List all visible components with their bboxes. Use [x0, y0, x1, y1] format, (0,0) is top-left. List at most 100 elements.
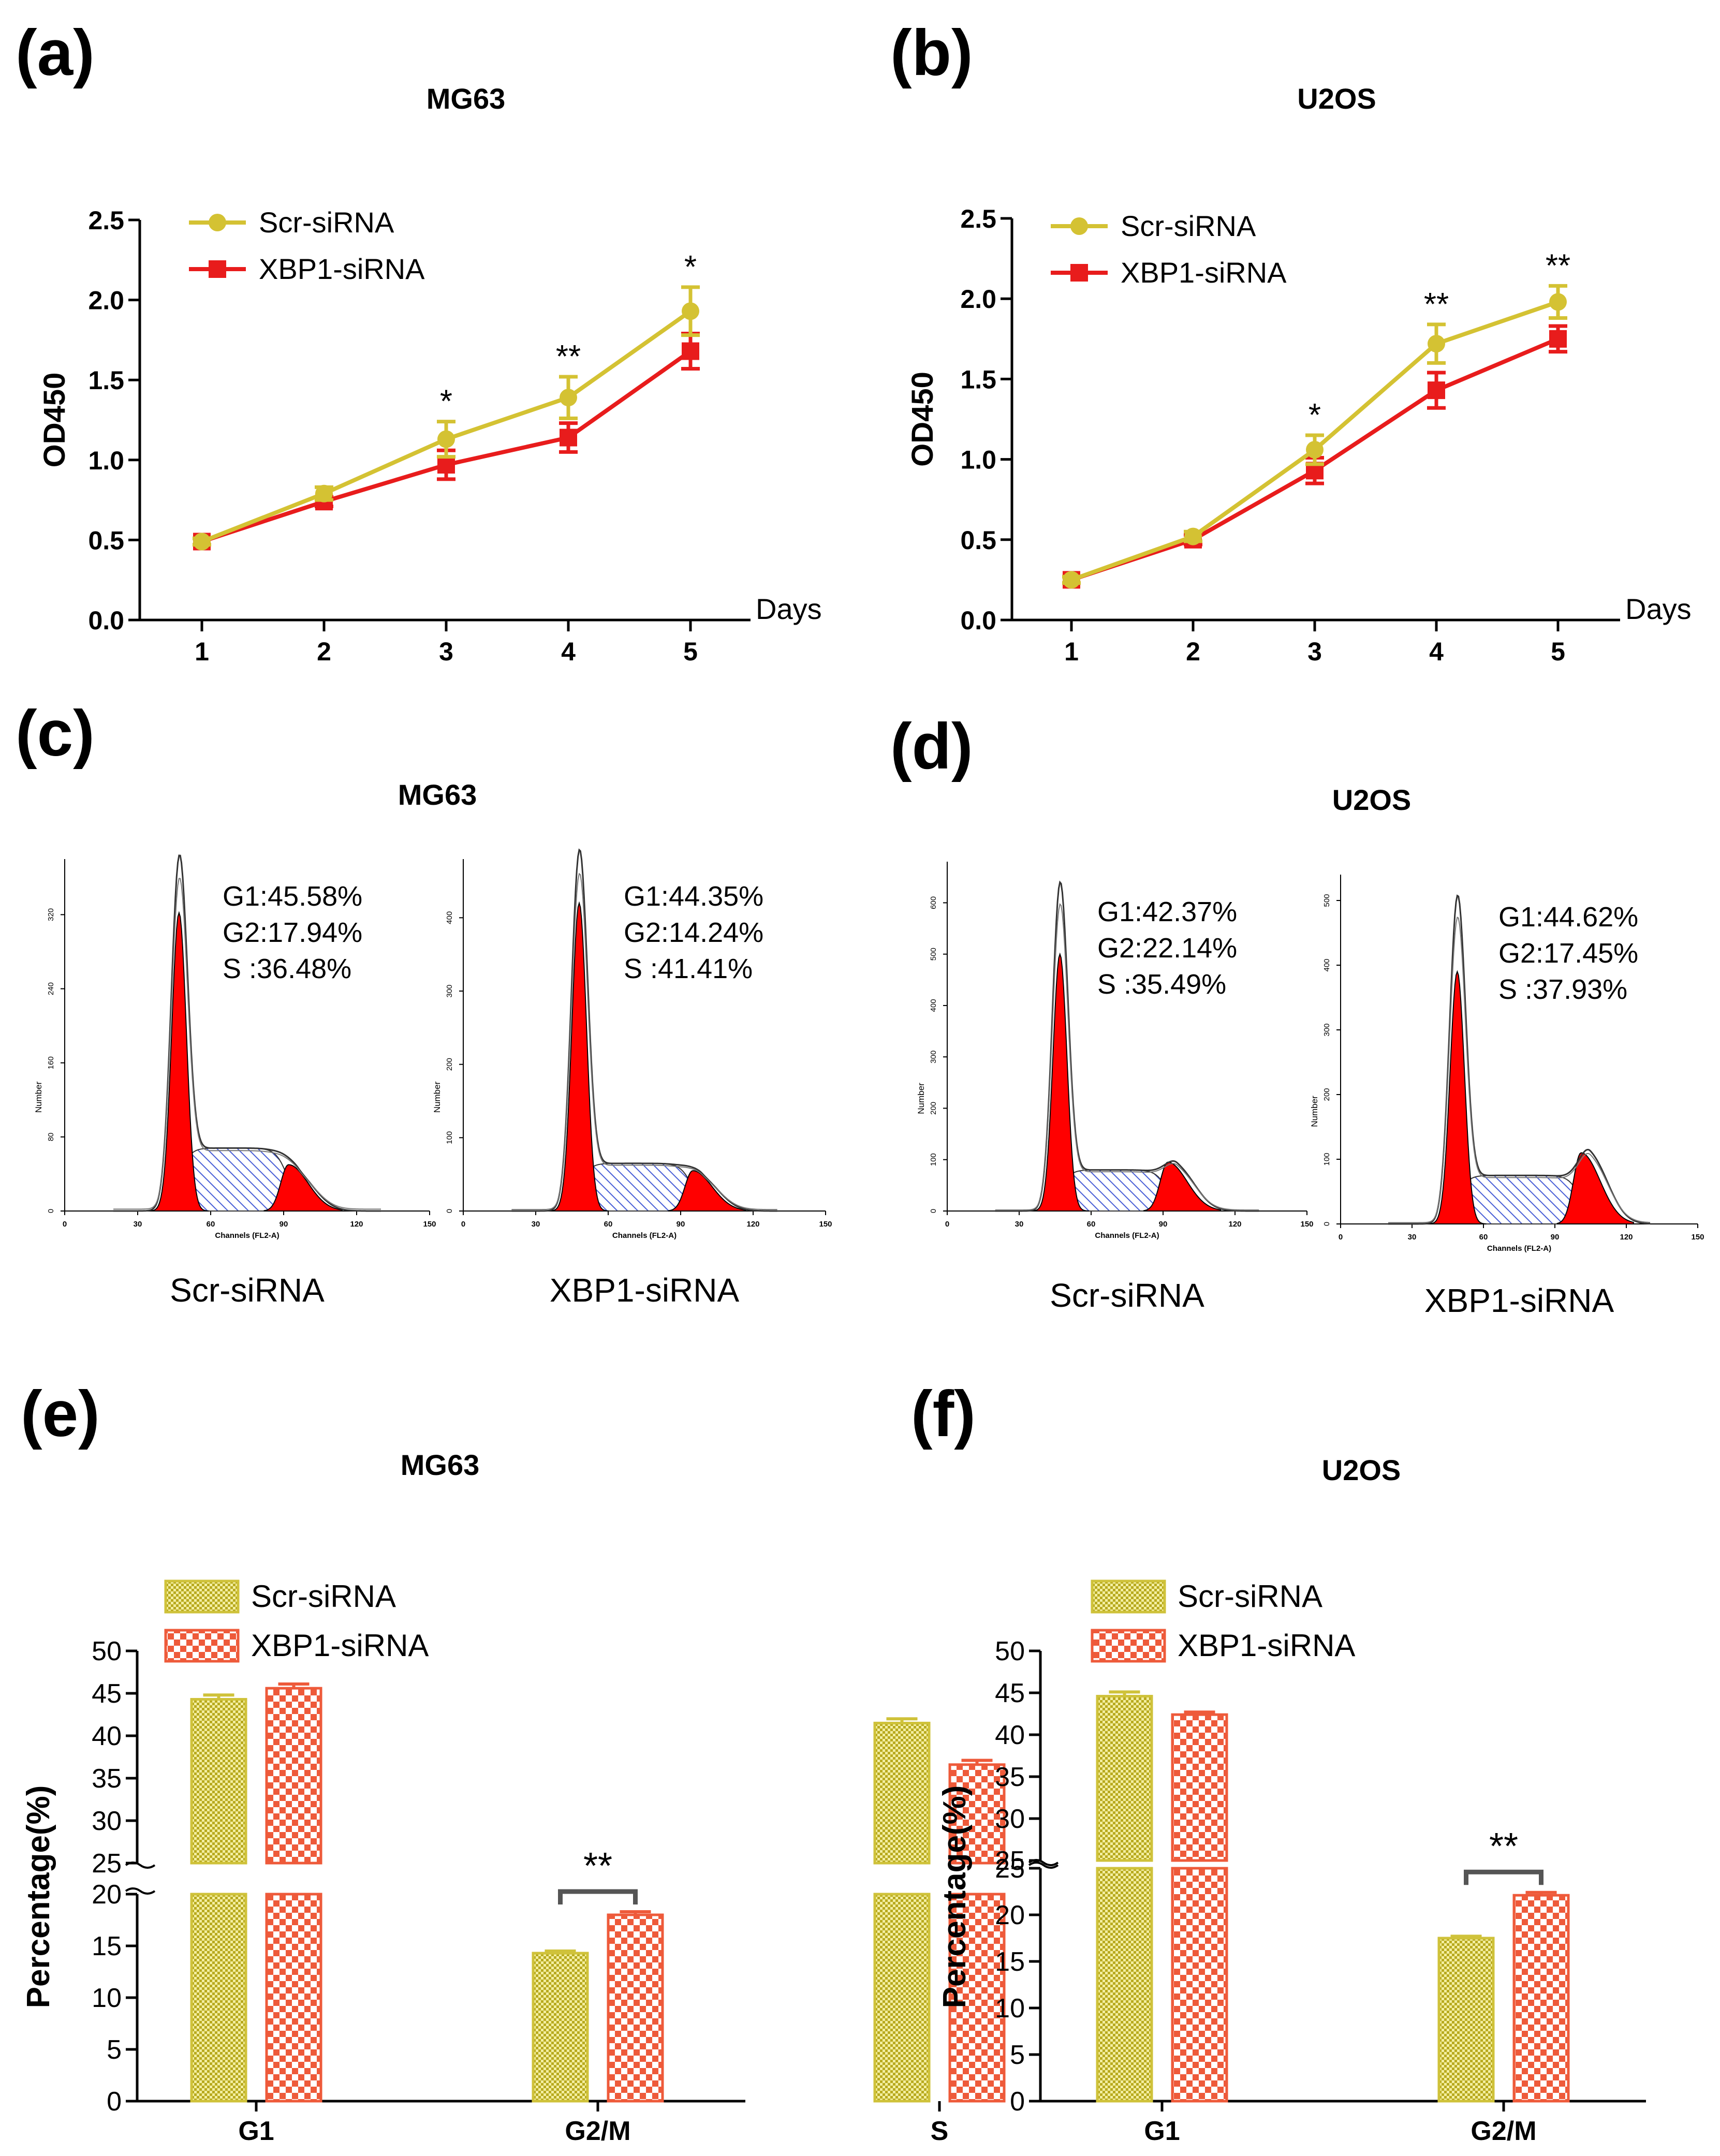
legend-item-scr: Scr-siRNA: [1091, 1579, 1322, 1614]
significance-marker: *: [684, 249, 697, 285]
x-tick-label: 1: [1064, 637, 1079, 666]
x-tick-label: G2/M: [565, 2116, 630, 2146]
x-tick-label: 30: [1408, 1233, 1417, 1242]
significance-marker: *: [1309, 397, 1321, 433]
x-tick-label: 150: [819, 1220, 832, 1229]
y-tick-label: 100: [445, 1131, 454, 1144]
y-tick-label: 15: [92, 1931, 122, 1961]
phase-stat: G1:42.37%: [1097, 896, 1237, 927]
y-tick-label: 0: [47, 1209, 55, 1213]
panel-letter-d: (d): [890, 711, 973, 782]
y-tick-label: 80: [47, 1132, 55, 1141]
y-tick-label: 2.5: [960, 204, 996, 233]
bar-scr: [1096, 1690, 1153, 2103]
legend-item-xbp1: XBP1-siRNA: [1091, 1628, 1355, 1663]
x-tick-label: 4: [561, 637, 576, 666]
y-tick-label: 25: [995, 1854, 1025, 1884]
bar-xbp1: [948, 1759, 1006, 2103]
bar-chart-e: MG63 25 30 35 40 45 50 0 5 10 15 20 Percentage(%) G1 G…: [21, 1449, 1006, 2146]
histogram-g2-peak: [1556, 1152, 1634, 1224]
panel-letter-e: (e): [21, 1378, 100, 1450]
histogram-d-2: 0 100 200 300 400 500 0 30 60 90 120 150 Channels (F…: [1310, 875, 1704, 1319]
axis-break-mark: [1028, 1862, 1059, 1869]
chart-title: U2OS: [1332, 784, 1412, 816]
y-axis-label: Percentage(%): [21, 1785, 56, 2009]
data-point-scr: [1428, 335, 1445, 353]
y-tick-label: 200: [445, 1058, 454, 1071]
y-axis-label: OD450: [906, 372, 939, 467]
y-tick-label: 0: [929, 1209, 938, 1213]
x-tick-label: G2/M: [1471, 2116, 1536, 2146]
bar-scr: [532, 1950, 589, 2103]
chart-title: MG63: [427, 82, 506, 115]
histogram-envelope-fit: [1388, 916, 1651, 1223]
y-tick-label: 500: [929, 948, 938, 961]
x-axis-label: Channels (FL2-A): [612, 1231, 677, 1240]
legend-swatch: [1091, 1629, 1166, 1663]
phase-stat: S :37.93%: [1498, 974, 1627, 1005]
significance-marker: **: [1489, 1826, 1518, 1867]
y-tick-label: 45: [92, 1679, 122, 1709]
panel-letter-f: (f): [911, 1378, 976, 1450]
y-tick-label: 30: [995, 1804, 1025, 1834]
bar-xbp1: [265, 1682, 322, 2103]
x-axis-label: Channels (FL2-A): [1095, 1231, 1159, 1240]
y-tick-label: 400: [1322, 958, 1331, 971]
y-tick-label: 400: [445, 911, 454, 924]
x-tick-label: 60: [604, 1220, 613, 1229]
histogram-g1-peak: [1031, 952, 1090, 1212]
legend-label: XBP1-siRNA: [259, 253, 425, 285]
legend-marker: [1070, 217, 1088, 235]
legend-marker: [1070, 264, 1088, 282]
x-tick-label: 150: [423, 1220, 436, 1229]
x-tick-label: 90: [1551, 1233, 1560, 1242]
significance-marker: *: [440, 384, 452, 420]
phase-stat: S :41.41%: [624, 953, 753, 984]
y-axis-label: Number: [432, 1081, 442, 1113]
histogram-envelope-fit: [511, 873, 777, 1210]
x-tick-label: G1: [1144, 2116, 1180, 2146]
x-tick-label: 60: [207, 1220, 215, 1229]
x-tick-label: 4: [1429, 637, 1444, 666]
significance-bracket: [1464, 1869, 1543, 1885]
phase-stat: G1:45.58%: [223, 881, 362, 912]
y-tick-label: 20: [995, 1900, 1025, 1930]
chart-title: U2OS: [1322, 1454, 1401, 1486]
y-tick-label: 50: [92, 1636, 122, 1666]
y-tick-label: 45: [995, 1678, 1025, 1708]
phase-stat: G2:17.45%: [1498, 938, 1638, 969]
y-tick-label: 300: [1322, 1023, 1331, 1036]
x-axis-label: Days: [756, 593, 822, 625]
histogram-g2-peak: [668, 1170, 746, 1212]
legend-marker: [209, 214, 226, 231]
legend-swatch: [1091, 1579, 1166, 1614]
y-tick-label: 30: [92, 1806, 122, 1836]
histogram-envelope: [1388, 894, 1651, 1225]
y-tick-label: 10: [92, 1983, 122, 2013]
histogram-envelope: [995, 880, 1259, 1212]
y-tick-label: 15: [995, 1947, 1025, 1977]
legend-label: Scr-siRNA: [1178, 1579, 1322, 1614]
y-tick-label: 1.0: [88, 446, 124, 475]
y-tick-label: 1.0: [960, 446, 996, 475]
data-point-xbp1: [1428, 381, 1445, 400]
bar-xbp1: [1171, 1710, 1228, 2103]
x-tick-label: 30: [134, 1220, 142, 1229]
y-tick-label: 500: [1322, 894, 1331, 907]
y-tick-label: 200: [1322, 1088, 1331, 1101]
y-tick-label: 50: [995, 1636, 1025, 1666]
y-tick-label: 100: [929, 1153, 938, 1166]
x-tick-label: 0: [461, 1220, 465, 1229]
chart-title: MG63: [401, 1449, 480, 1481]
x-tick-label: 3: [1307, 637, 1322, 666]
y-tick-label: 0: [1010, 2087, 1025, 2117]
legend-item-scr: Scr-siRNA: [189, 206, 394, 239]
x-tick-label: 2: [317, 637, 331, 666]
significance-marker: **: [556, 339, 581, 375]
histogram-envelope-fit: [995, 903, 1259, 1211]
bar-scr: [190, 1693, 247, 2103]
y-axis-label: Number: [1310, 1096, 1319, 1127]
x-tick-label: G1: [238, 2116, 274, 2146]
x-tick-label: 120: [1620, 1233, 1633, 1242]
